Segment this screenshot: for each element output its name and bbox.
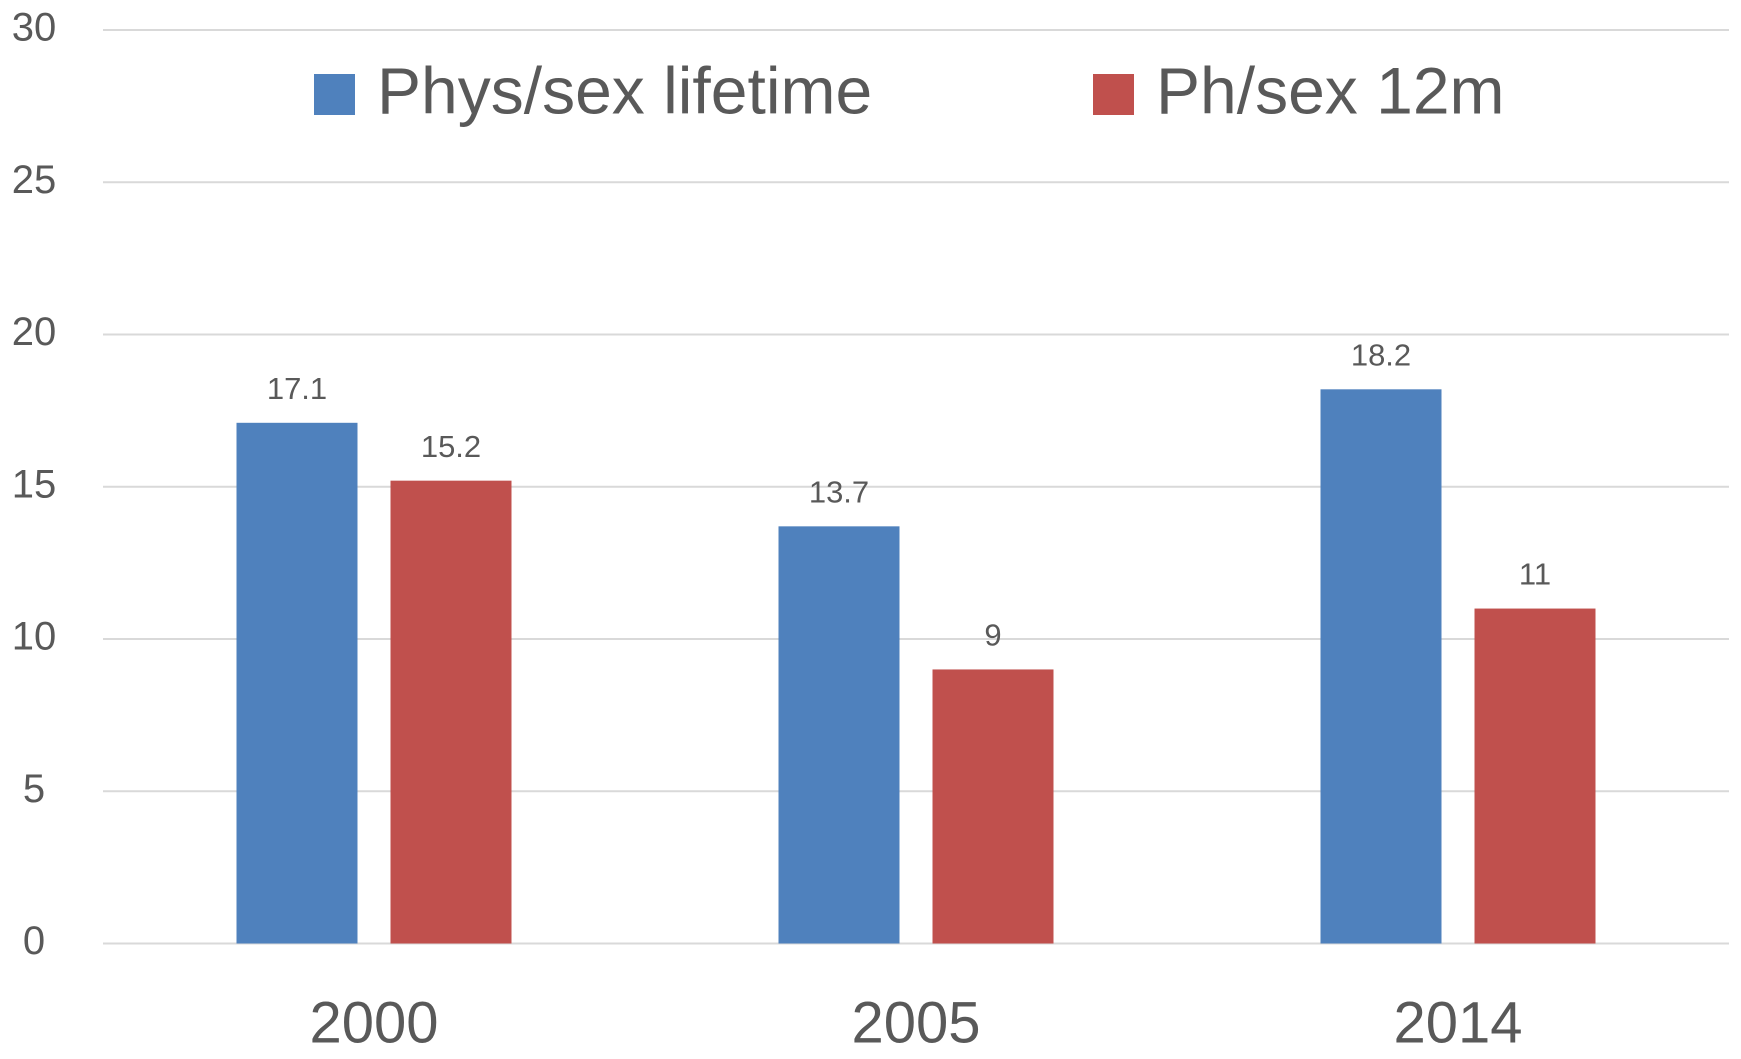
y-tick-label: 30 [12, 6, 57, 50]
y-tick-label: 20 [12, 310, 57, 354]
bar [1321, 389, 1442, 943]
data-label: 13.7 [809, 475, 869, 510]
y-tick-label: 15 [12, 462, 57, 506]
bar [391, 481, 512, 944]
data-label: 18.2 [1351, 337, 1411, 372]
data-label: 11 [1519, 557, 1551, 592]
data-label: 17.1 [267, 371, 327, 406]
y-tick-label: 25 [12, 158, 57, 202]
chart: 0 5 10 15 20 25 30 2000 17.1 15.2 2005 13.7 9 2014 18.… [0, 0, 1741, 1059]
x-tick-label: 2014 [1393, 990, 1522, 1055]
legend-label: Phys/sex lifetime [377, 53, 872, 127]
y-tick-label: 5 [23, 767, 45, 811]
bar [1475, 609, 1596, 944]
y-tick-label: 0 [23, 919, 45, 963]
x-tick-label: 2000 [309, 990, 438, 1055]
bar [779, 526, 900, 943]
data-label: 9 [984, 618, 1001, 653]
legend-swatch [314, 74, 355, 115]
bar [237, 423, 358, 944]
y-tick-label: 10 [12, 615, 57, 659]
bar [933, 669, 1054, 943]
x-tick-label: 2005 [851, 990, 980, 1055]
legend-swatch [1093, 74, 1134, 115]
legend-label: Ph/sex 12m [1156, 53, 1505, 127]
data-label: 15.2 [421, 429, 481, 464]
